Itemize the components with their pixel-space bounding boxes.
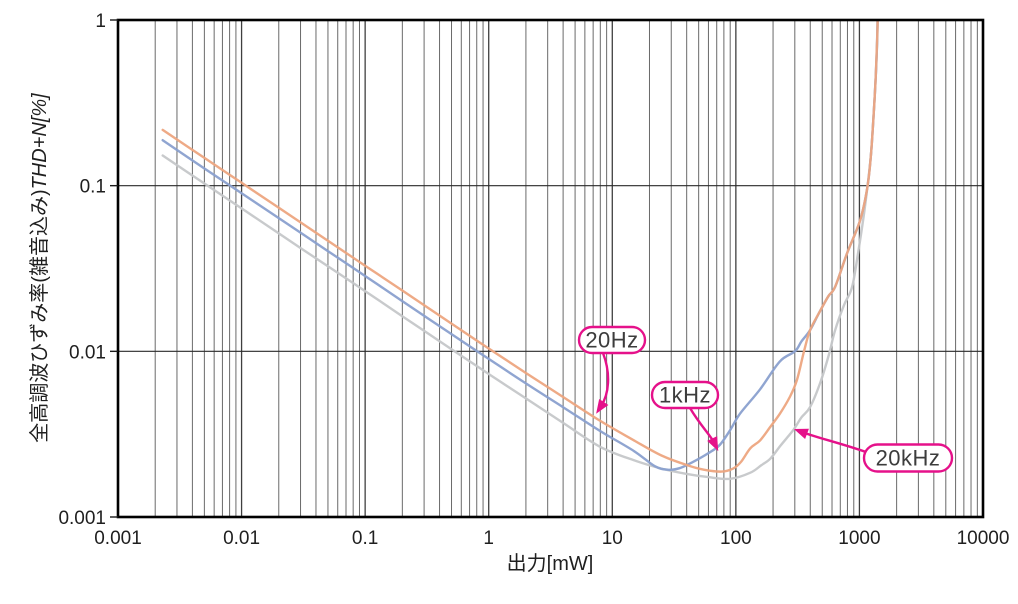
curve-layer bbox=[161, 20, 880, 481]
x-tick-label: 0.001 bbox=[94, 528, 142, 549]
curve-20kHz bbox=[161, 20, 880, 481]
x-tick-label: 10 bbox=[602, 528, 623, 549]
curve-1kHz bbox=[161, 20, 879, 472]
x-tick-label: 1 bbox=[483, 528, 494, 549]
plot-border bbox=[116, 18, 985, 519]
annotation-label-1kHz: 1kHz bbox=[659, 383, 711, 408]
annotation-arrowhead-20kHz bbox=[793, 428, 809, 440]
x-tick-label: 100 bbox=[720, 528, 752, 549]
y-axis-title: 全高調波ひずみ率(雑音込み)THD+N[%] bbox=[28, 93, 51, 443]
annotation-bubble-20Hz bbox=[577, 325, 647, 355]
curve-20Hz bbox=[161, 20, 879, 473]
y-tick-label: 1 bbox=[95, 11, 106, 32]
annotation-layer: 20Hz 1kHz 20kHz bbox=[577, 325, 954, 473]
x-tick-label: 0.01 bbox=[223, 528, 260, 549]
annotation-arrow-1kHz bbox=[688, 407, 716, 444]
annotation-arrowhead-20Hz bbox=[596, 399, 609, 414]
annotation-label-20Hz: 20Hz bbox=[585, 328, 638, 353]
y-tick-label: 0.001 bbox=[58, 508, 106, 529]
y-tick-label: 0.1 bbox=[80, 177, 106, 198]
annotation-arrowhead-1kHz bbox=[707, 436, 719, 452]
annotation-bubble-20kHz bbox=[862, 443, 954, 473]
x-tick-label: 1000 bbox=[838, 528, 880, 549]
annotation-label-20kHz: 20kHz bbox=[876, 446, 941, 471]
annotation-bubble-1kHz bbox=[650, 380, 720, 410]
x-tick-label: 0.1 bbox=[352, 528, 378, 549]
y-tick-label: 0.01 bbox=[69, 342, 106, 363]
grid-layer bbox=[118, 20, 983, 517]
annotation-arrow-20kHz bbox=[801, 430, 867, 454]
y-axis-title-math: THD+N[%] bbox=[29, 93, 51, 190]
y-axis-title-jp: 全高調波ひずみ率(雑音込み) bbox=[28, 189, 51, 442]
x-tick-label: 10000 bbox=[957, 528, 1010, 549]
x-axis-title: 出力[mW] bbox=[507, 552, 594, 575]
